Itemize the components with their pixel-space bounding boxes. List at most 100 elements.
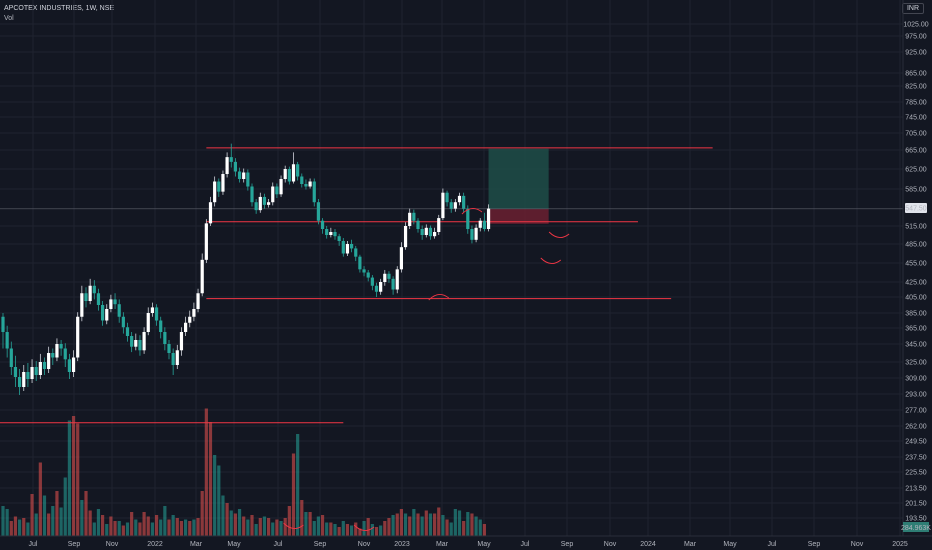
volume-bar xyxy=(296,434,300,536)
candle xyxy=(125,322,130,342)
volume-bar xyxy=(478,519,482,536)
volume-bar xyxy=(184,519,188,536)
candle-body xyxy=(47,353,51,369)
candle xyxy=(105,304,109,325)
candle xyxy=(354,245,358,262)
candle xyxy=(433,227,437,239)
candle-body xyxy=(1,316,5,332)
volume-bar xyxy=(154,515,159,536)
volume-bar xyxy=(18,519,22,536)
volume-bar xyxy=(428,513,433,536)
volume-bar xyxy=(457,510,462,536)
volume-bar xyxy=(424,510,428,536)
candle xyxy=(117,299,121,323)
curve-arrow xyxy=(283,522,304,529)
price-tick-label: 293.00 xyxy=(905,392,927,399)
candle-body xyxy=(38,362,42,375)
candle-body xyxy=(184,322,188,332)
level-lines xyxy=(0,147,713,424)
stop-zone xyxy=(488,208,549,224)
candle xyxy=(287,166,291,185)
volume-bar xyxy=(121,525,125,536)
candle xyxy=(225,152,229,178)
time-tick-label: Jul xyxy=(29,541,38,548)
candle xyxy=(271,182,275,206)
candle-body xyxy=(403,226,408,248)
price-tick-label: 405.00 xyxy=(905,295,927,302)
time-tick-label: Mar xyxy=(190,541,203,548)
time-axis[interactable]: Jul Sep Nov 2022 Mar May Jul Sep Nov 2023 Mar May Ju… xyxy=(29,541,908,548)
annotation-arrows xyxy=(283,208,570,531)
time-tick-label: Jul xyxy=(768,541,777,548)
volume-bar xyxy=(337,527,341,536)
currency-button[interactable]: INR xyxy=(901,3,924,14)
candle xyxy=(92,280,96,300)
price-tick-label: 625.00 xyxy=(905,167,927,174)
candle-body xyxy=(466,208,470,229)
candle xyxy=(254,199,258,214)
candle xyxy=(109,294,113,313)
volume-bar xyxy=(200,491,204,536)
candle-body xyxy=(109,299,113,309)
candle xyxy=(213,176,217,207)
price-axis[interactable]: 1025.00 975.00 925.00 865.00 825.00 785.00 745… xyxy=(901,22,931,533)
volume-bar xyxy=(229,510,233,536)
candle xyxy=(88,278,92,305)
candle-body xyxy=(150,307,154,313)
price-tick-label: 262.00 xyxy=(905,424,927,431)
candle-body xyxy=(387,273,391,279)
candle xyxy=(138,335,142,356)
volume-bar xyxy=(22,518,26,536)
volume-bar xyxy=(449,522,453,536)
candle xyxy=(275,183,279,198)
candle xyxy=(391,276,395,295)
candle-body xyxy=(287,169,291,182)
candle xyxy=(26,363,30,387)
volume-bar xyxy=(258,518,262,536)
candle-body xyxy=(88,285,92,301)
volume-bar xyxy=(167,519,171,536)
volume-bar xyxy=(38,462,42,536)
time-tick-label: Jul xyxy=(274,541,283,548)
candle xyxy=(63,343,67,367)
grid-lines xyxy=(0,0,903,536)
price-tick-label: 193.50 xyxy=(905,516,927,523)
volume-bar xyxy=(391,515,395,536)
candle-body xyxy=(470,229,474,240)
candle-body xyxy=(192,309,196,317)
candle-body xyxy=(5,332,9,349)
curve-arrow xyxy=(548,231,570,238)
candle xyxy=(59,340,63,356)
candle xyxy=(38,353,42,379)
candle xyxy=(279,175,283,197)
candle-body xyxy=(262,196,267,205)
candle xyxy=(246,169,250,191)
candle-body xyxy=(325,229,329,235)
candle-body xyxy=(55,344,59,358)
curve-arrow xyxy=(428,294,450,301)
candle xyxy=(47,346,51,373)
candle xyxy=(408,208,412,229)
symbol-title: APCOTEX INDUSTRIES, 1W, NSE xyxy=(4,5,115,12)
volume-bar xyxy=(474,516,478,536)
volume-bar xyxy=(92,522,96,536)
candle xyxy=(184,316,188,336)
candle-body xyxy=(237,171,242,179)
candle xyxy=(30,359,34,383)
volume-bar xyxy=(213,455,217,536)
candle xyxy=(350,239,354,253)
time-tick-label: Jul xyxy=(521,541,530,548)
volume-bar xyxy=(208,422,213,536)
candle-body xyxy=(130,336,134,347)
candle xyxy=(146,307,150,336)
candle-body xyxy=(134,340,138,347)
candle-body xyxy=(345,244,350,254)
candle xyxy=(258,192,262,213)
candle-body xyxy=(117,304,121,317)
candle-body xyxy=(84,293,88,301)
candle-body xyxy=(250,186,254,203)
candle-body xyxy=(358,256,362,270)
candle-body xyxy=(291,164,296,182)
volume-bar xyxy=(408,516,412,536)
